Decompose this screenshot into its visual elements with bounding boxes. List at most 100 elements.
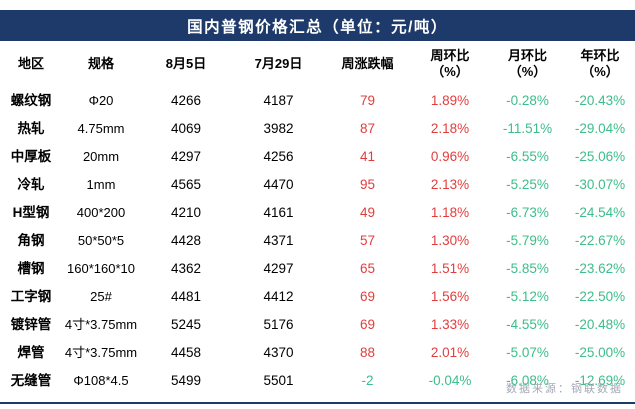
wow-cell: 2.01% [430, 345, 470, 360]
week-change-cell: 65 [359, 261, 376, 276]
table-row: 螺纹钢 Φ20 4266 4187 79 1.89% -0.28% -20.43% [0, 87, 635, 115]
wow-cell: 1.89% [430, 93, 470, 108]
table-header-row: 地区 规格 8月5日 7月29日 周涨跌幅 周环比 （%） 月环比 （%） 年环比 （%） [0, 41, 635, 87]
price-previous-cell: 4470 [263, 177, 294, 192]
table-row: H型钢 400*200 4210 4161 49 1.18% -6.73% -24.54% [0, 199, 635, 227]
price-current-cell: 4428 [170, 233, 202, 248]
wow-cell: 1.51% [430, 261, 470, 276]
week-change-cell: 79 [359, 93, 376, 108]
yoy-cell: -12.69% [574, 373, 626, 388]
week-change-cell: 41 [359, 149, 376, 164]
price-previous-cell: 5501 [263, 373, 294, 388]
region-cell: H型钢 [12, 205, 50, 220]
spec-cell: 4.75mm [77, 121, 125, 136]
table-row: 中厚板 20mm 4297 4256 41 0.96% -6.55% -25.06% [0, 143, 635, 171]
region-cell: 中厚板 [10, 149, 52, 164]
price-current-cell: 4458 [170, 345, 202, 360]
week-change-cell: -2 [361, 373, 374, 388]
region-cell: 槽钢 [17, 261, 45, 276]
column-header-0: 地区 [17, 56, 44, 71]
week-change-cell: 69 [359, 289, 376, 304]
mom-cell: -11.51% [502, 121, 553, 136]
wow-cell: 0.96% [430, 149, 470, 164]
price-current-cell: 4069 [170, 121, 202, 136]
yoy-cell: -24.54% [574, 205, 626, 220]
yoy-cell: -25.06% [574, 149, 626, 164]
wow-cell: -0.04% [428, 373, 472, 388]
column-header-4: 周涨跌幅 [341, 56, 394, 71]
mom-cell: -6.73% [506, 205, 549, 220]
week-change-cell: 49 [359, 205, 376, 220]
yoy-cell: -29.04% [574, 121, 626, 136]
table-row: 角钢 50*50*5 4428 4371 57 1.30% -5.79% -22.67% [0, 227, 635, 255]
yoy-cell: -23.62% [574, 261, 626, 276]
table-row: 无缝管 Φ108*4.5 5499 5501 -2 -0.04% -6.08% -12.69% [0, 367, 635, 395]
spec-cell: 20mm [82, 149, 120, 164]
wow-cell: 2.18% [430, 121, 470, 136]
mom-cell: -5.79% [506, 233, 549, 248]
price-current-cell: 4565 [170, 177, 202, 192]
yoy-cell: -22.67% [574, 233, 626, 248]
price-previous-cell: 4161 [263, 205, 294, 220]
spec-cell: 4寸*3.75mm [64, 345, 138, 360]
yoy-cell: -22.50% [574, 289, 626, 304]
region-cell: 螺纹钢 [10, 93, 52, 108]
price-previous-cell: 5176 [263, 317, 294, 332]
price-previous-cell: 4256 [263, 149, 294, 164]
mom-cell: -5.25% [506, 177, 549, 192]
bottom-border-line [0, 401, 635, 404]
mom-cell: -5.07% [506, 345, 549, 360]
table-row: 焊管 4寸*3.75mm 4458 4370 88 2.01% -5.07% -25.00% [0, 339, 635, 367]
spec-cell: Φ108*4.5 [73, 373, 129, 388]
column-header-5: 周环比 （%） [430, 48, 470, 79]
region-cell: 焊管 [17, 345, 45, 360]
week-change-cell: 95 [359, 177, 376, 192]
price-previous-cell: 4370 [263, 345, 294, 360]
week-change-cell: 88 [359, 345, 376, 360]
spec-cell: 400*200 [76, 205, 126, 220]
wow-cell: 1.30% [430, 233, 470, 248]
table-row: 槽钢 160*160*10 4362 4297 65 1.51% -5.85% -23.62% [0, 255, 635, 283]
price-current-cell: 5245 [170, 317, 202, 332]
price-current-cell: 4297 [170, 149, 202, 164]
week-change-cell: 87 [359, 121, 376, 136]
mom-cell: -5.12% [506, 289, 549, 304]
column-header-6: 月环比 （%） [507, 48, 547, 79]
yoy-cell: -25.00% [574, 345, 626, 360]
yoy-cell: -20.43% [574, 93, 626, 108]
region-cell: 工字钢 [10, 289, 52, 304]
region-cell: 冷轧 [17, 177, 45, 192]
wow-cell: 2.13% [430, 177, 470, 192]
spec-cell: 4寸*3.75mm [64, 317, 138, 332]
title-bar: 国内普钢价格汇总（单位：元/吨） [0, 10, 635, 41]
region-cell: 角钢 [17, 233, 45, 248]
wow-cell: 1.33% [430, 317, 470, 332]
data-source-note: 数据来源：钢联数据 [506, 383, 623, 395]
region-cell: 无缝管 [10, 373, 52, 388]
price-current-cell: 4481 [170, 289, 202, 304]
price-current-cell: 4362 [170, 261, 202, 276]
column-header-1: 规格 [87, 56, 114, 71]
price-current-cell: 5499 [170, 373, 202, 388]
table-body: 螺纹钢 Φ20 4266 4187 79 1.89% -0.28% -20.43% 热轧 4.75… [0, 87, 635, 395]
table-row: 工字钢 25# 4481 4412 69 1.56% -5.12% -22.50% [0, 283, 635, 311]
column-header-7: 年环比 （%） [580, 48, 620, 79]
price-current-cell: 4210 [170, 205, 202, 220]
spec-cell: 160*160*10 [67, 261, 135, 276]
week-change-cell: 57 [359, 233, 376, 248]
price-previous-cell: 4187 [263, 93, 294, 108]
mom-cell: -0.28% [506, 93, 549, 108]
page-title: 国内普钢价格汇总（单位：元/吨） [187, 18, 448, 36]
mom-cell: -4.55% [506, 317, 549, 332]
mom-cell: -5.85% [506, 261, 549, 276]
spec-cell: 1mm [86, 177, 116, 192]
price-previous-cell: 4297 [263, 261, 294, 276]
price-previous-cell: 4412 [263, 289, 294, 304]
mom-cell: -6.55% [506, 149, 549, 164]
table-row: 热轧 4.75mm 4069 3982 87 2.18% -11.51% -29.04% [0, 115, 635, 143]
column-header-3: 7月29日 [254, 56, 303, 71]
week-change-cell: 69 [359, 317, 376, 332]
table-row: 镀锌管 4寸*3.75mm 5245 5176 69 1.33% -4.55% -20.48% [0, 311, 635, 339]
region-cell: 镀锌管 [10, 317, 52, 332]
